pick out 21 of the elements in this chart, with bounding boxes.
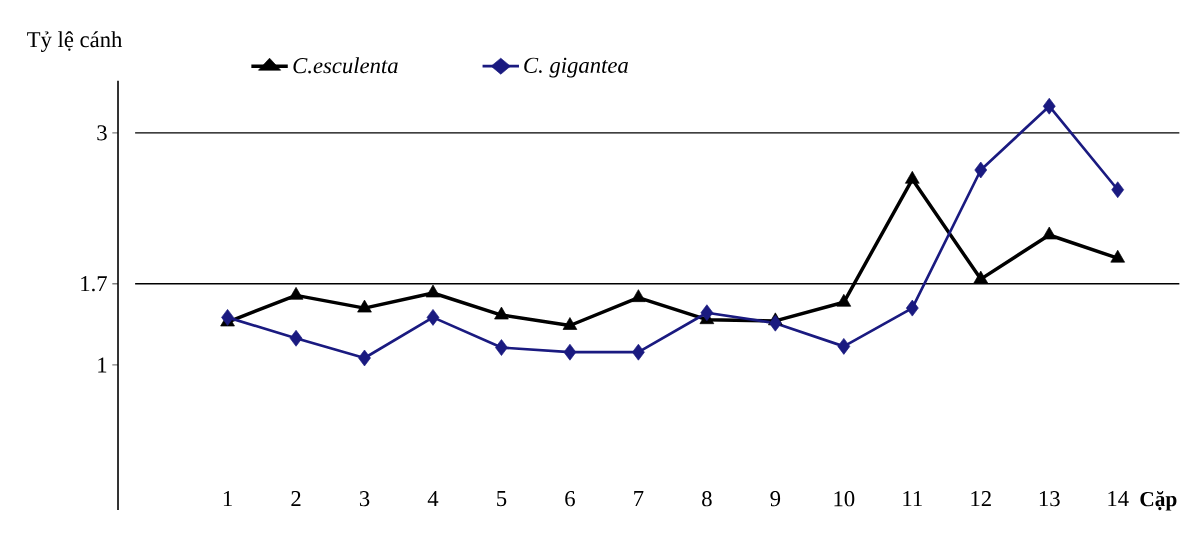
x-tick-label: 5 <box>497 491 507 507</box>
x-tick-label: 8 <box>702 491 712 507</box>
x-tick-label: 9 <box>770 491 781 507</box>
x-tick-label: 1 <box>223 491 232 507</box>
x-tick-label: 7 <box>634 491 644 506</box>
x-tick-label: 13 <box>1039 491 1060 507</box>
y-tick-label: 1.7 <box>81 276 107 292</box>
x-tick-label: 11 <box>903 491 922 507</box>
y-axis-title: Tỷ lệ cánh <box>27 31 123 52</box>
x-tick-label: 10 <box>834 491 855 507</box>
y-tick-label: 1 <box>98 357 107 373</box>
x-tick-label: 6 <box>565 491 575 507</box>
x-tick-label: 2 <box>291 491 301 507</box>
x-tick-label: 14 <box>1108 491 1129 507</box>
legend-label: C.esculenta <box>293 57 398 74</box>
x-tick-label: 3 <box>359 491 370 507</box>
x-tick-label: 4 <box>427 491 439 506</box>
legend-label: C. gigantea <box>524 57 628 78</box>
x-axis-title: Cặp <box>1140 491 1177 511</box>
x-tick-label: 12 <box>971 491 991 507</box>
y-tick-label: 3 <box>97 125 107 141</box>
